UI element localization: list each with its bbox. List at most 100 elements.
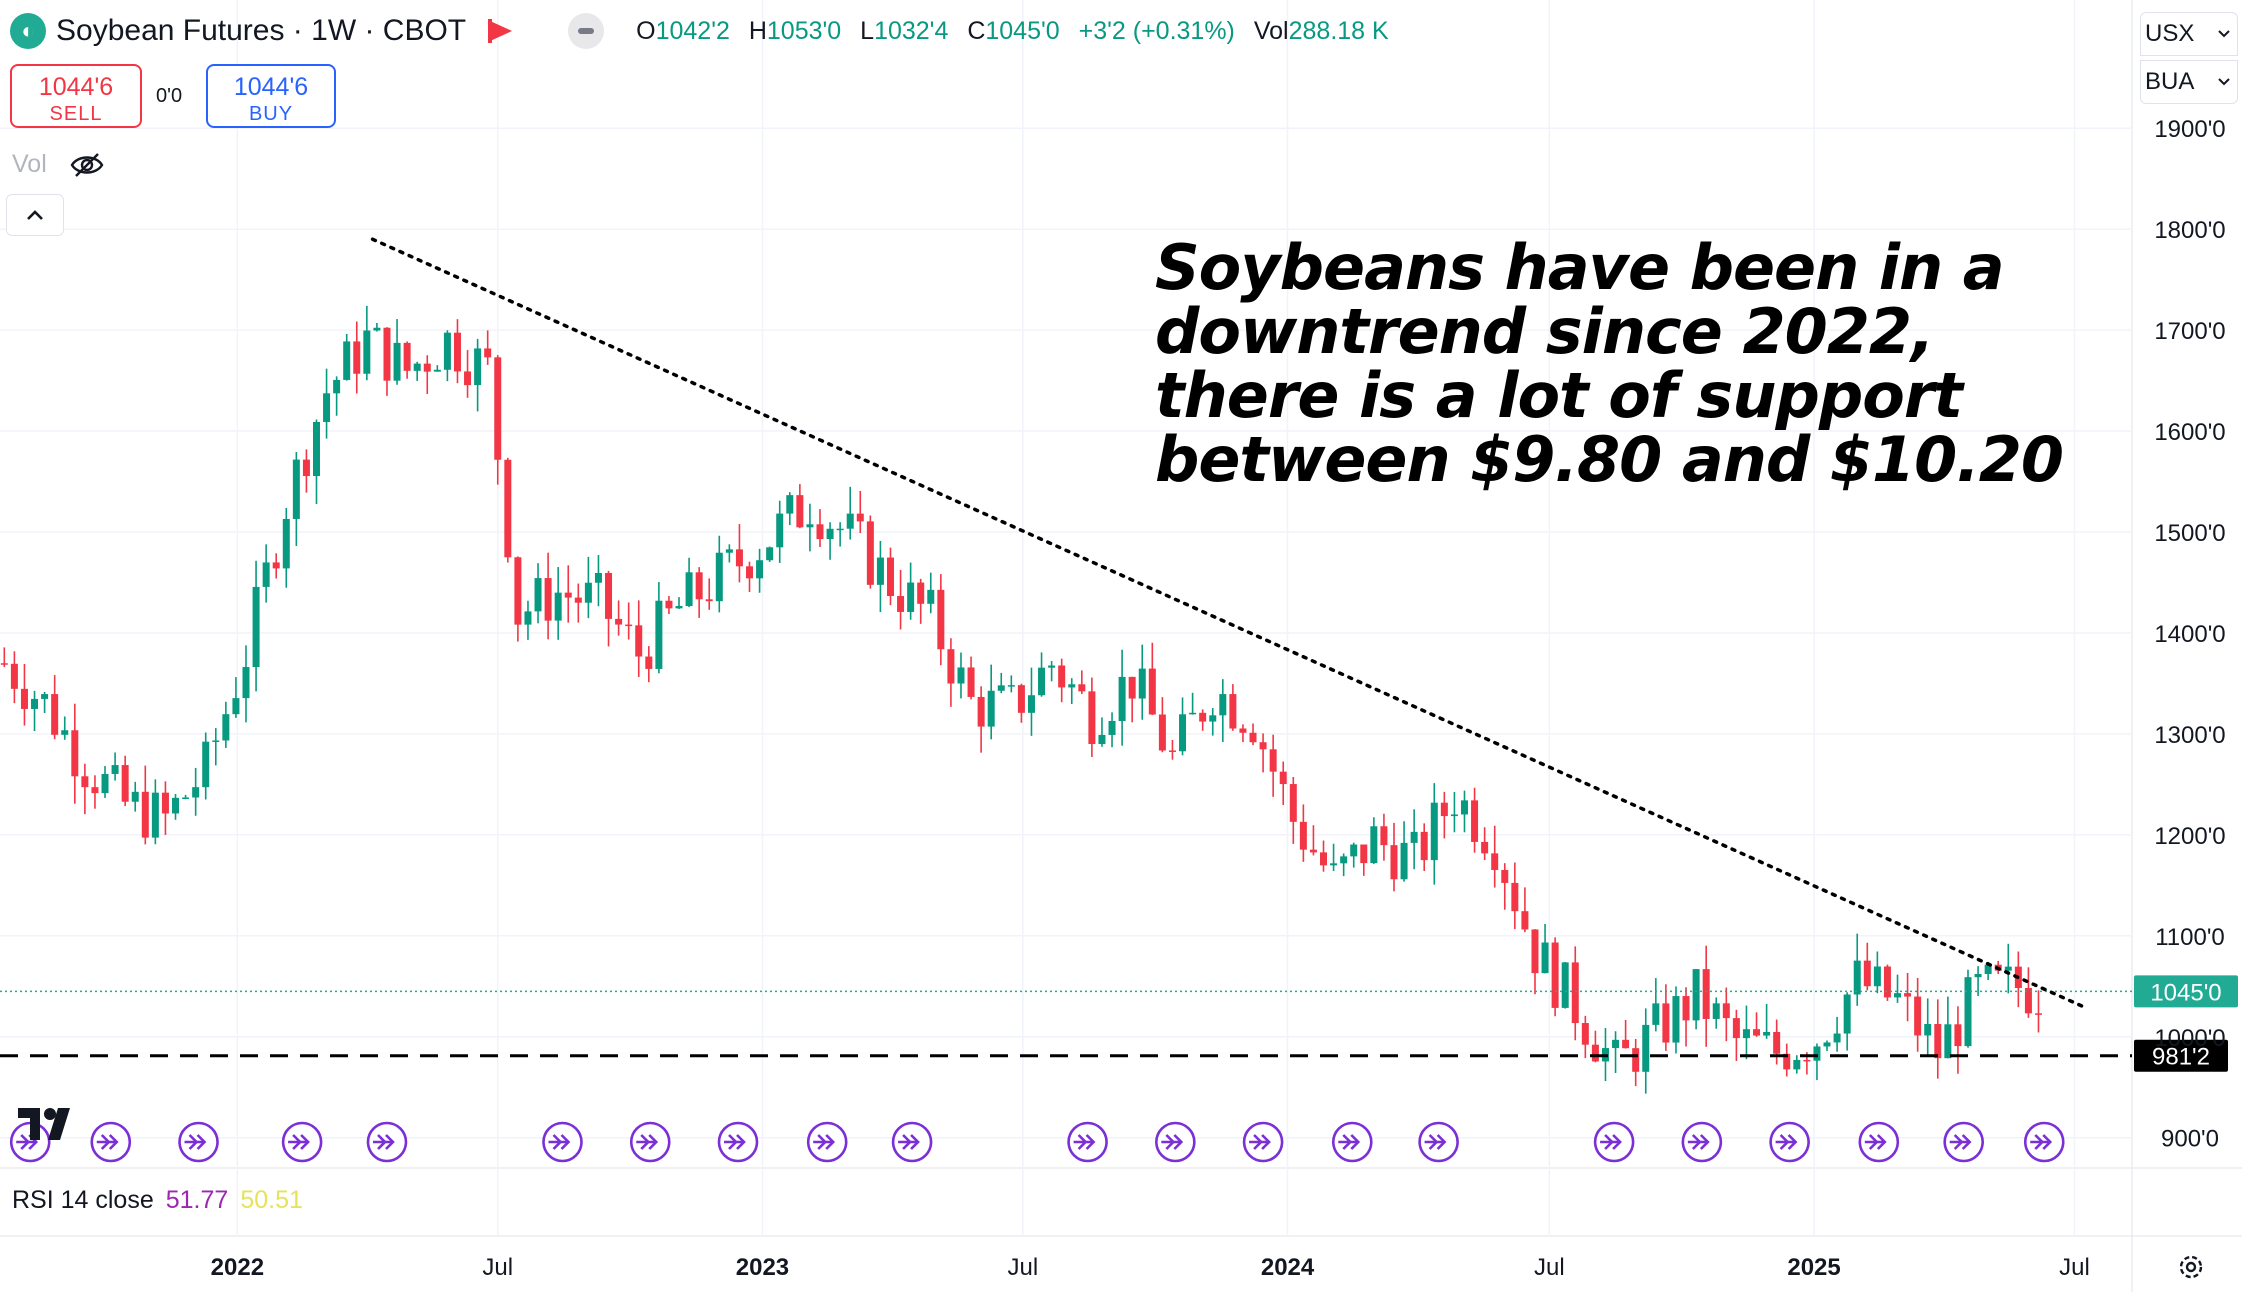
candle-body [1289, 784, 1297, 822]
unit-value: BUA [2145, 68, 2195, 95]
event-marker[interactable] [1155, 1121, 1196, 1163]
change-value: +3'2 (+0.31%) [1078, 16, 1235, 45]
candle-body [967, 667, 975, 697]
ohlc-value: 1032'4 [874, 16, 949, 45]
candle-body [242, 667, 250, 699]
candle-body [524, 611, 532, 625]
candle-body [453, 332, 461, 372]
candle-body [1531, 929, 1539, 974]
candle-body [1561, 962, 1569, 1008]
candle-body [272, 562, 280, 569]
volume-indicator-label[interactable]: Vol [12, 150, 47, 178]
event-marker[interactable] [717, 1121, 759, 1163]
candle-body [544, 578, 552, 621]
candle-body [494, 357, 502, 460]
candle-body [725, 549, 733, 553]
event-marker[interactable] [178, 1121, 219, 1163]
candle-body [1158, 714, 1166, 751]
event-marker[interactable] [1242, 1121, 1284, 1163]
gear-icon[interactable] [2176, 1252, 2206, 1282]
candle-body [1481, 841, 1489, 854]
candle-body [1360, 844, 1368, 864]
candle-body [1179, 714, 1187, 752]
event-marker[interactable] [1331, 1121, 1373, 1163]
event-marker[interactable] [1681, 1121, 1723, 1163]
candle-body [816, 524, 824, 540]
candle-body [333, 379, 341, 394]
eye-off-icon[interactable] [70, 152, 104, 178]
event-marker[interactable] [2023, 1121, 2065, 1163]
candle-body [826, 528, 834, 540]
collapse-button[interactable] [6, 194, 64, 236]
spread-value: 0'0 [156, 85, 183, 107]
candle-body [1924, 1024, 1932, 1036]
chevron-down-icon [2218, 78, 2230, 86]
event-marker[interactable] [806, 1121, 848, 1163]
event-marker[interactable] [629, 1121, 671, 1163]
candle-body [423, 363, 431, 372]
currency-dropdown[interactable]: USX [2140, 12, 2238, 56]
support-price-tag [2134, 1039, 2228, 1072]
candle-body [1863, 960, 1871, 987]
candle-body [433, 369, 441, 372]
candle-body [1501, 869, 1509, 883]
rsi-legend[interactable]: RSI 14 close 51.77 50.51 [12, 1186, 303, 1215]
candle-body [1350, 844, 1358, 857]
event-marker[interactable] [1593, 1121, 1635, 1163]
sell-button[interactable]: 1044'6 SELL [10, 64, 142, 128]
symbol-title[interactable]: Soybean Futures · 1W · CBOT [56, 14, 467, 47]
candle-body [1521, 911, 1529, 930]
ohlc-value: 1053'0 [766, 16, 842, 45]
candle-body [1108, 720, 1116, 735]
candle-body [363, 330, 371, 374]
candle-body [1712, 1003, 1720, 1019]
price-tick-label: 1100'0 [2155, 924, 2225, 951]
event-marker[interactable] [891, 1121, 933, 1163]
time-tick-label: Jul [1534, 1254, 1565, 1281]
candle-body [1078, 684, 1086, 692]
event-marker[interactable] [281, 1121, 323, 1163]
candle-body [141, 791, 149, 838]
event-marker[interactable] [1943, 1121, 1984, 1163]
event-marker[interactable] [90, 1121, 132, 1163]
chart-annotation-text[interactable]: Soybeans have been in a downtrend since … [1155, 236, 2115, 492]
candle-body [443, 332, 451, 370]
candle-body [695, 572, 703, 600]
candle-body [1682, 996, 1690, 1021]
buy-label: BUY [248, 103, 294, 125]
tradingview-logo-icon[interactable] [18, 1108, 80, 1142]
buy-button[interactable]: 1044'6 BUY [206, 64, 336, 128]
candle-body [1189, 712, 1197, 715]
time-tick-label: 2024 [1261, 1254, 1315, 1281]
unit-dropdown[interactable]: BUA [2140, 60, 2238, 104]
event-marker[interactable] [1769, 1121, 1810, 1163]
event-marker[interactable] [1858, 1121, 1900, 1163]
candle-body [0, 663, 8, 665]
overlay-lines: 981'2 1045'0 [0, 237, 2238, 1072]
event-marker[interactable] [542, 1121, 583, 1163]
price-tick-label: 1700'0 [2154, 318, 2225, 345]
candle-body [1702, 969, 1710, 1019]
candle-body [1793, 1059, 1801, 1070]
flag-icon[interactable] [488, 20, 513, 42]
event-marker[interactable] [1067, 1121, 1108, 1163]
candle-body [756, 560, 764, 579]
support-price-label: 981'2 [2152, 1044, 2210, 1071]
candle-body [1934, 1024, 1942, 1059]
candle-body [1974, 974, 1982, 978]
candle-body [202, 741, 210, 788]
candle-body [343, 341, 351, 380]
symbol-logo-icon[interactable]: ◐ [10, 13, 46, 49]
event-marker[interactable] [366, 1121, 408, 1163]
candle-body [866, 521, 874, 585]
candle-body [715, 552, 723, 602]
candle-body [786, 495, 794, 514]
candle-body [1209, 715, 1217, 722]
candle-body [1068, 684, 1076, 688]
candle-body [514, 557, 522, 625]
event-marker[interactable] [1418, 1121, 1459, 1163]
candle-body [705, 599, 713, 602]
hide-legend-button[interactable] [568, 13, 605, 49]
candle-body [71, 730, 79, 777]
